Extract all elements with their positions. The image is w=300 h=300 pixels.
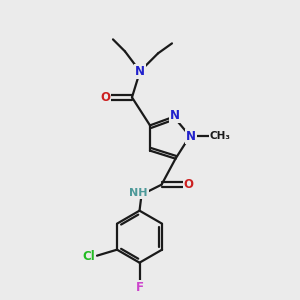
Text: O: O [184,178,194,191]
Text: O: O [100,91,110,104]
Text: F: F [136,281,143,294]
Text: Cl: Cl [82,250,95,263]
Text: CH₃: CH₃ [209,131,230,141]
Text: N: N [170,109,180,122]
Text: NH: NH [129,188,148,198]
Text: N: N [135,65,145,78]
Text: N: N [186,130,196,142]
